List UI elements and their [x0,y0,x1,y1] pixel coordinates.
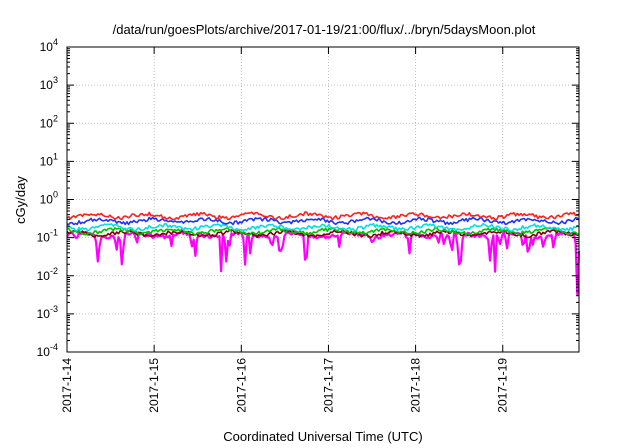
y-tick-label: 104 [40,37,58,54]
x-axis-label: Coordinated Universal Time (UTC) [223,429,422,444]
y-tick-label: 102 [40,113,58,130]
series-layer [66,211,581,296]
y-tick-label: 10-2 [37,266,58,283]
chart-title: /data/run/goesPlots/archive/2017-01-19/2… [113,22,536,37]
series-line [66,230,581,296]
series-line [66,226,580,236]
y-axis-label: cGy/day [13,176,28,224]
series-line [66,229,580,239]
y-tick-label: 101 [40,151,58,168]
x-tick-label: 2017-1-17 [321,358,335,413]
y-tick-label: 103 [40,75,58,92]
y-tick-label: 10-4 [37,342,58,359]
x-tick-label: 2017-1-18 [409,358,423,413]
y-tick-label: 10-1 [37,228,58,245]
series-line [66,216,580,226]
x-tick-label: 2017-1-15 [147,358,161,413]
x-ticks: 2017-1-14 2017-1-15 2017-1-16 2017-1-17 2017… [60,47,510,413]
y-tick-label: 100 [40,190,58,207]
grid-lines [66,47,579,352]
x-tick-label: 2017-1-16 [234,358,248,413]
series-line [66,211,580,221]
x-tick-label: 2017-1-19 [496,358,510,413]
x-tick-label: 2017-1-14 [60,358,74,413]
series-line [66,222,580,232]
y-tick-label: 10-3 [37,304,58,321]
